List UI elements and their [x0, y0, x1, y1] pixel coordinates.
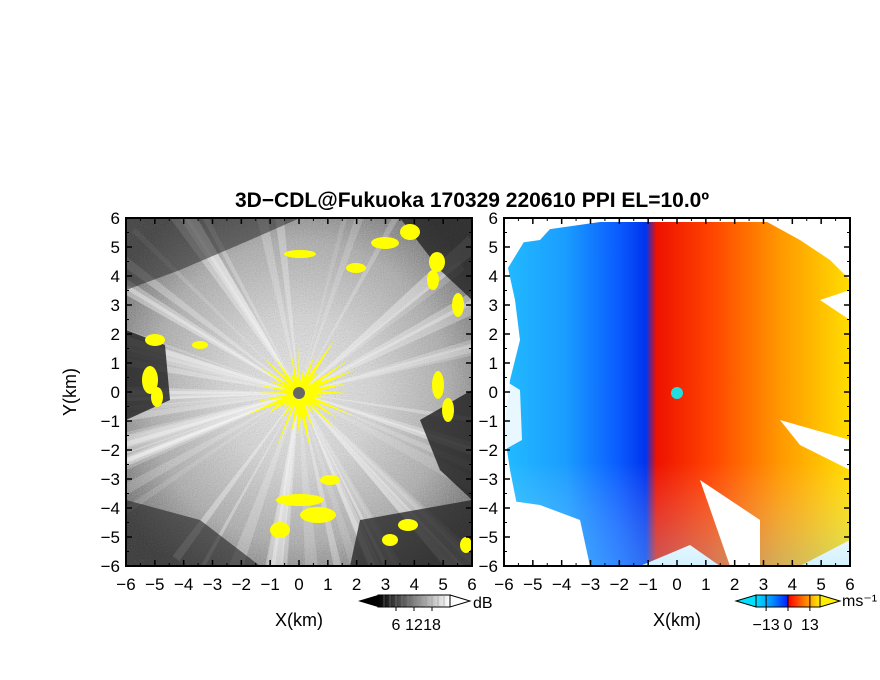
nodata-s: [700, 480, 760, 566]
y-tick-label: 0: [489, 383, 498, 402]
reflectivity-colorbar-tick-label: 6: [392, 617, 401, 634]
x-tick-label: −3: [203, 575, 222, 594]
nodata-ne: [760, 218, 850, 280]
reflectivity-panel: [125, 217, 473, 567]
x-tick-label: 3: [759, 575, 768, 594]
x-tick-label: −1: [638, 575, 657, 594]
x-tick-label: −2: [232, 575, 251, 594]
x-tick-label: 2: [352, 575, 361, 594]
x-tick-label: −2: [610, 575, 629, 594]
y-tick-label: 5: [111, 238, 120, 257]
y-tick-label: 4: [111, 267, 120, 286]
y-tick-label: 1: [489, 354, 498, 373]
y-tick-label: −4: [101, 499, 120, 518]
x-tick-label: 3: [381, 575, 390, 594]
cb-right-arrow: [449, 594, 472, 608]
y-tick-label: 4: [489, 267, 498, 286]
y-tick-label: −3: [479, 470, 498, 489]
reflectivity-unit: dB: [473, 595, 493, 612]
dark-sector-nw: [126, 218, 300, 290]
y-tick-label: 1: [111, 354, 120, 373]
y-tick-label: 6: [489, 209, 498, 228]
velocity-colorbar-tick-label: 13: [801, 617, 819, 634]
dark-sector-e: [420, 390, 472, 500]
reflectivity-colorbar-tick-label: 18: [423, 617, 441, 634]
y-tick-label: 2: [111, 325, 120, 344]
y-tick-label: −5: [101, 528, 120, 547]
x-tick-label: −5: [523, 575, 542, 594]
velocity-colorbar-ticks: −13 0 13: [753, 595, 819, 634]
y-tick-label: −2: [101, 441, 120, 460]
y-tick-label: 2: [489, 325, 498, 344]
y-tick-label: −6: [479, 557, 498, 576]
x-tick-label: −3: [581, 575, 600, 594]
cb-vel-left-arrow: [734, 594, 757, 608]
x-tick-label: 5: [816, 575, 825, 594]
velocity-colorbar-tick-label: −13: [753, 617, 780, 634]
nodata-nw: [504, 218, 560, 245]
chart-title: 3D−CDL@Fukuoka 170329 220610 PPI EL=10.0…: [235, 189, 709, 212]
x-tick-label: 1: [323, 575, 332, 594]
velocity-colorbar: ms⁻¹ −13 0 13: [734, 593, 877, 634]
cb-vel-right-arrow: [819, 594, 842, 608]
x-tick-label: −1: [260, 575, 279, 594]
nodata-e: [780, 420, 850, 470]
reflectivity-colorbar: dB 6 12 18: [358, 594, 493, 634]
y-tick-label: −6: [101, 557, 120, 576]
radar-site-marker: [293, 387, 305, 399]
radar-site-marker-velocity: [671, 387, 683, 399]
x-tick-label: 0: [294, 575, 303, 594]
nodata-sw: [504, 500, 590, 566]
x-tick-label: 2: [730, 575, 739, 594]
y-tick-label: 5: [489, 238, 498, 257]
y-tick-label: −1: [479, 412, 498, 431]
y-tick-label: −3: [101, 470, 120, 489]
x-tick-label: 6: [845, 575, 854, 594]
reflectivity-colorbar-ticks: 6 12 18: [392, 607, 441, 634]
velocity-colorbar-tick-label: 0: [784, 617, 793, 634]
y-tick-label: −2: [479, 441, 498, 460]
left-x-axis-label: X(km): [275, 610, 323, 630]
x-tick-label: 4: [410, 575, 419, 594]
y-tick-label: −5: [479, 528, 498, 547]
x-tick-label: 6: [467, 575, 476, 594]
y-axis-label: Y(km): [60, 368, 80, 416]
y-tick-label: −1: [101, 412, 120, 431]
x-tick-label: −6: [116, 575, 135, 594]
velocity-unit: ms⁻¹: [842, 593, 877, 610]
y-tick-label: 3: [111, 296, 120, 315]
axes: −6 −5 −4 −3 −2 −1 0 1 2 3 4 5 6−6−5−4−3−2−10123456−6…: [101, 209, 855, 594]
cb-left-arrow: [358, 595, 378, 607]
x-tick-label: 4: [788, 575, 797, 594]
right-x-axis-label: X(km): [653, 610, 701, 630]
dark-sector-se: [350, 500, 472, 566]
x-tick-label: −6: [494, 575, 513, 594]
y-tick-label: 0: [111, 383, 120, 402]
velocity-panel: [503, 217, 851, 567]
y-tick-label: 3: [489, 296, 498, 315]
x-tick-label: 1: [701, 575, 710, 594]
x-tick-label: 5: [438, 575, 447, 594]
x-tick-label: 0: [672, 575, 681, 594]
x-tick-label: −5: [145, 575, 164, 594]
nodata-w: [504, 380, 522, 450]
y-tick-label: 6: [111, 209, 120, 228]
dark-sector-sw: [126, 500, 260, 566]
x-tick-label: −4: [174, 575, 193, 594]
y-tick-label: −4: [479, 499, 498, 518]
reflectivity-colorbar-tick-label: 12: [405, 617, 423, 634]
x-tick-label: −4: [552, 575, 571, 594]
